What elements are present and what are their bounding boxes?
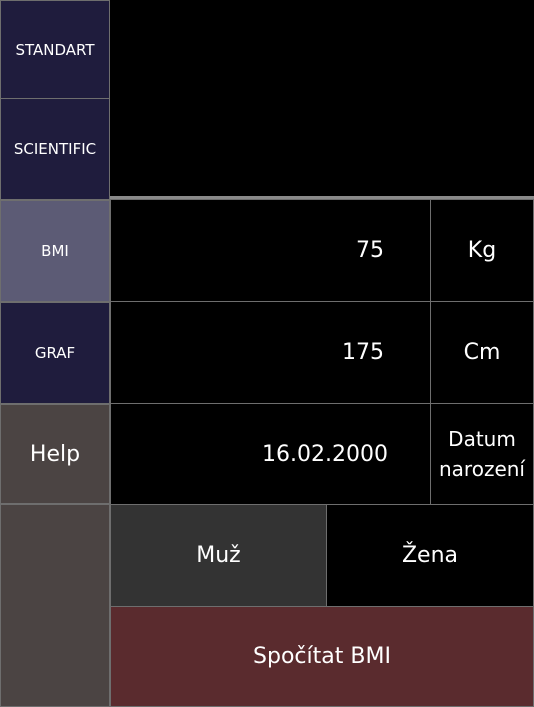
nav-bmi-button[interactable]: BMI [0, 200, 110, 302]
calculate-bmi-button[interactable]: Spočítat BMI [110, 606, 534, 707]
gender-female-button[interactable]: Žena [326, 504, 534, 607]
birthdate-input[interactable]: 16.02.2000 [110, 403, 431, 505]
nav-help-button[interactable]: Help [0, 404, 110, 504]
gender-male-button[interactable]: Muž [110, 504, 327, 607]
sidebar-filler [0, 504, 110, 707]
birthdate-unit-label: Datum narození [430, 403, 534, 505]
nav-standart-button[interactable]: STANDART [0, 0, 110, 99]
height-input[interactable]: 175 [110, 301, 431, 404]
height-unit-label: Cm [430, 301, 534, 404]
result-display [110, 0, 534, 197]
nav-graf-button[interactable]: GRAF [0, 302, 110, 404]
nav-scientific-button[interactable]: SCIENTIFIC [0, 98, 110, 200]
display-divider [110, 196, 534, 199]
weight-input[interactable]: 75 [110, 199, 431, 302]
weight-unit-label: Kg [430, 199, 534, 302]
